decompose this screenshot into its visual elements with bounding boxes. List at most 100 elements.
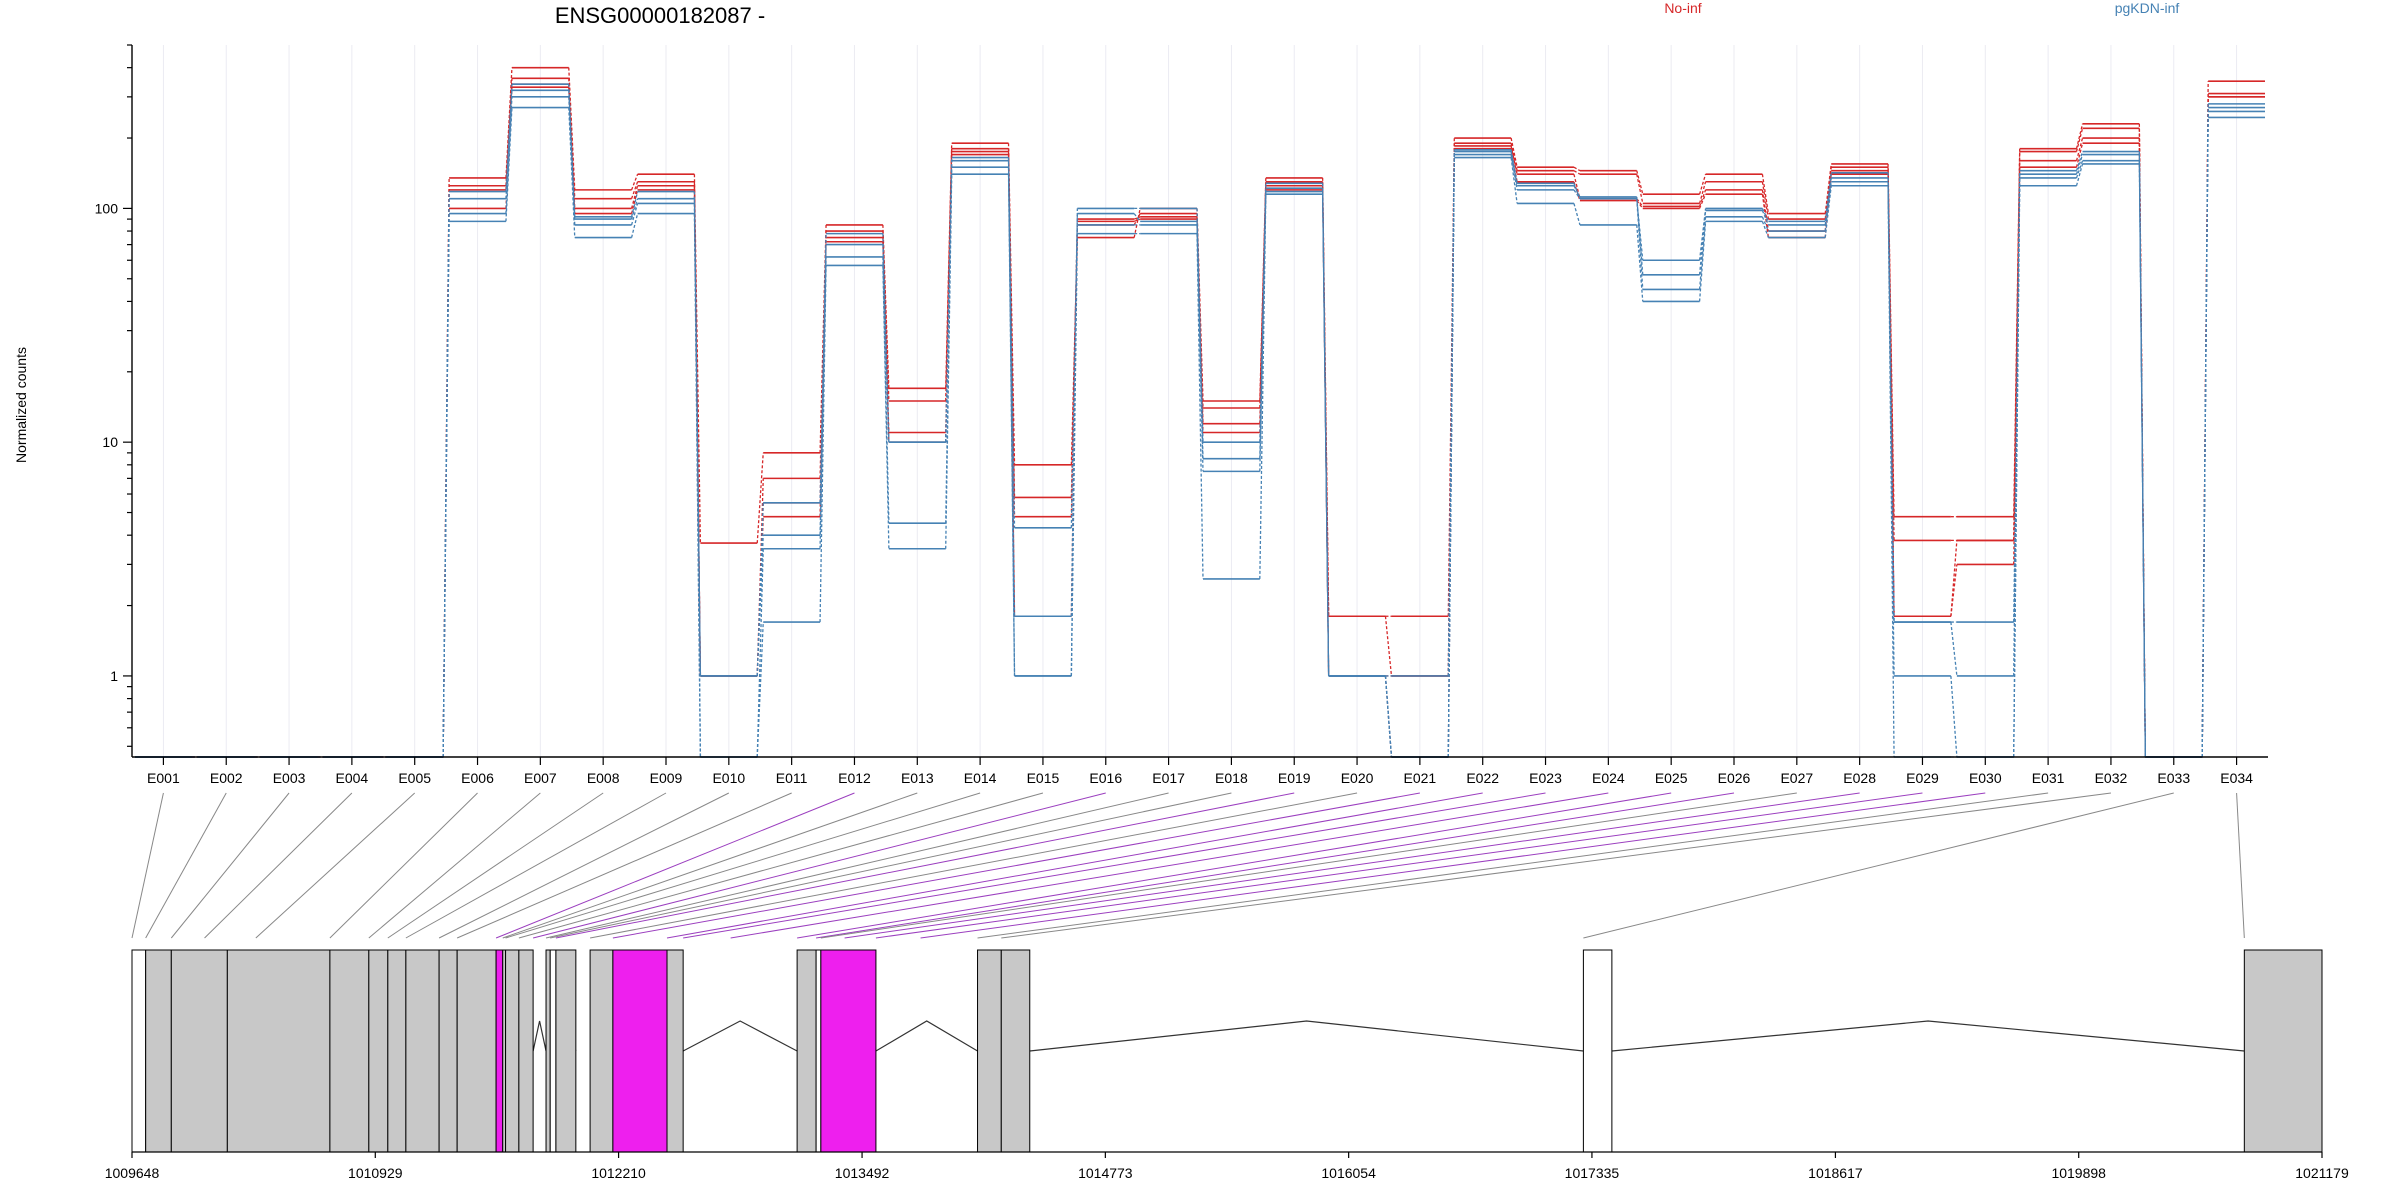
genomic-tick-label: 1017335	[1565, 1165, 1620, 1181]
exon-box	[226, 949, 331, 1153]
exon-box	[518, 949, 534, 1153]
series-transition	[1133, 213, 1141, 222]
series-transition	[630, 181, 639, 199]
series-transition	[630, 185, 639, 209]
series-transition	[568, 84, 576, 217]
genomic-tick-label: 1016054	[1321, 1165, 1376, 1181]
series-transition	[505, 84, 513, 192]
series-transition	[1761, 210, 1770, 226]
series-transition	[1510, 157, 1518, 204]
series-transition	[1636, 198, 1644, 207]
exon-box	[405, 949, 440, 1153]
series-transition	[2075, 154, 2084, 175]
series-transition	[1636, 198, 1644, 261]
series-transition	[1887, 163, 1895, 517]
x-tick-label-e033: E033	[2157, 770, 2190, 786]
x-tick-label-e001: E001	[147, 770, 180, 786]
series-transition	[1950, 621, 1958, 677]
connector-e027	[820, 792, 1797, 939]
series-transition	[1447, 157, 1455, 758]
x-tick-label-e010: E010	[712, 770, 745, 786]
gene-model	[131, 949, 2323, 1153]
series-transition	[693, 198, 702, 676]
series-transition	[1573, 181, 1581, 201]
connector-e023	[683, 792, 1546, 939]
series-transition	[1259, 183, 1267, 443]
exon-box	[815, 949, 822, 1153]
x-tick-label-e027: E027	[1780, 770, 1813, 786]
y-tick-label: 1	[110, 668, 118, 684]
x-tick-label-e021: E021	[1404, 770, 1437, 786]
connector-e008	[387, 792, 604, 939]
genomic-tick-label: 1012210	[591, 1165, 646, 1181]
series-transition	[1761, 181, 1770, 220]
connector-e007	[368, 792, 541, 939]
series-transition	[756, 452, 764, 544]
exon-highlighted	[612, 949, 668, 1153]
intron-line	[532, 1020, 547, 1052]
connector-e001	[131, 792, 164, 939]
x-tick-label-e019: E019	[1278, 770, 1311, 786]
series-transition	[1950, 675, 1958, 758]
series-transition	[1133, 216, 1141, 220]
exon-box	[977, 949, 1002, 1153]
series-transition	[1698, 221, 1707, 302]
series-transition	[2075, 163, 2084, 186]
series-transition	[819, 265, 827, 623]
exon-box	[1582, 949, 1613, 1153]
x-tick-label-e023: E023	[1529, 770, 1562, 786]
series-transition	[630, 198, 639, 220]
exon-highlighted	[495, 949, 504, 1153]
exon-box	[329, 949, 370, 1153]
x-tick-label-e011: E011	[776, 770, 808, 786]
exon-box	[145, 949, 172, 1153]
connector-e031	[977, 792, 2049, 939]
chart-title: ENSG00000182087 -	[555, 3, 765, 28]
x-tick-labels: E001 E002 E003 E004 E005 E006 E007 E008 E009 E010…	[147, 770, 2253, 786]
exon-box	[549, 949, 557, 1153]
series-transition	[630, 174, 639, 191]
series-transition	[1573, 189, 1581, 200]
series-layer	[135, 66, 2265, 758]
genomic-tick-label: 1021179	[2295, 1165, 2349, 1181]
series-transition	[756, 502, 764, 676]
series-transition	[1698, 216, 1707, 290]
series-transition	[1824, 167, 1832, 220]
intron-line	[875, 1020, 978, 1052]
exon-highlighted	[820, 949, 877, 1153]
series-transition	[1824, 185, 1832, 238]
series-transition	[882, 244, 890, 443]
series-5	[135, 106, 2265, 758]
genomic-tick-label: 1018617	[1808, 1165, 1863, 1181]
connector-e013	[502, 792, 918, 939]
connector-e002	[145, 792, 227, 939]
series-transition	[505, 90, 513, 199]
exon-box	[505, 949, 520, 1153]
axes: 1 10 100	[95, 44, 2268, 765]
series-transition	[2138, 151, 2147, 758]
series-transition	[1698, 174, 1707, 195]
connector-e017	[545, 792, 1169, 939]
exon-box	[555, 949, 577, 1153]
series-transition	[1384, 616, 1393, 676]
series-transition	[1007, 160, 1016, 528]
series-transition	[1636, 196, 1644, 275]
exon-box	[545, 949, 551, 1153]
connector-e004	[204, 792, 353, 939]
connector-e011	[456, 792, 792, 939]
series-transition	[2075, 123, 2084, 149]
series-transition	[1698, 193, 1707, 209]
series-transition	[1698, 208, 1707, 261]
exon-box	[589, 949, 614, 1153]
series-transition	[1321, 183, 1330, 676]
x-tick-label-e028: E028	[1843, 770, 1876, 786]
series-transition	[1824, 177, 1832, 225]
x-tick-label-e004: E004	[336, 770, 369, 786]
series-8	[135, 83, 2265, 758]
series-transition	[1698, 189, 1707, 207]
x-tick-label-e003: E003	[273, 770, 306, 786]
series-transition	[1259, 188, 1267, 459]
series-2	[135, 77, 2265, 758]
genomic-tick-label: 1010929	[348, 1165, 403, 1181]
series-transition	[630, 213, 639, 238]
